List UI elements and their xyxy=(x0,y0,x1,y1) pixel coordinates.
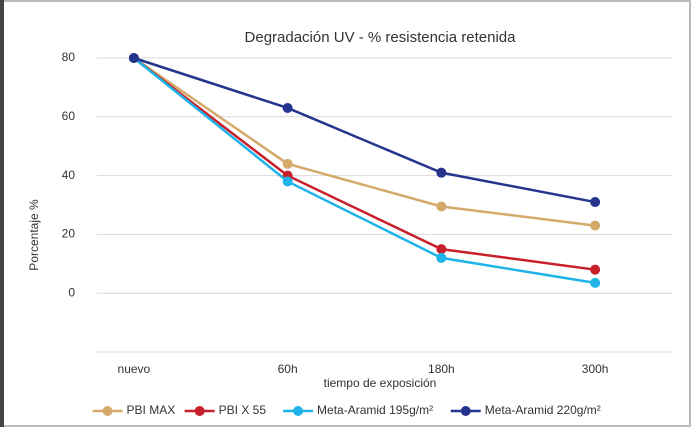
legend-marker xyxy=(194,406,205,416)
y-tick-label: 40 xyxy=(62,168,76,182)
y-tick-label: 0 xyxy=(68,285,75,299)
data-point xyxy=(436,252,447,263)
x-tick-label: 180h xyxy=(428,362,455,376)
chart-title: Degradación UV - % resistencia retenida xyxy=(245,29,517,46)
data-point xyxy=(436,167,447,178)
x-tick-label: 60h xyxy=(278,362,298,376)
legend-label: PBI X 55 xyxy=(219,403,267,417)
y-tick-label: 20 xyxy=(62,227,76,241)
legend-marker xyxy=(460,406,471,416)
frame-edge xyxy=(0,0,4,427)
data-point xyxy=(590,220,601,231)
data-point xyxy=(436,201,447,212)
legend-label: PBI MAX xyxy=(127,403,176,417)
series-line xyxy=(133,57,596,271)
data-point xyxy=(590,277,601,288)
x-axis-title: tiempo de exposición xyxy=(324,376,437,390)
legend-label: Meta-Aramid 195g/m² xyxy=(317,403,433,417)
y-tick-label: 60 xyxy=(62,109,76,123)
y-axis-title: Porcentaje % xyxy=(27,199,41,271)
legend-label: Meta-Aramid 220g/m² xyxy=(485,403,601,417)
series-line xyxy=(133,56,596,204)
x-tick-label: 300h xyxy=(582,362,609,376)
data-point xyxy=(436,244,447,255)
y-tick-label: 80 xyxy=(62,50,76,64)
data-point xyxy=(590,197,601,208)
x-tick-label: nuevo xyxy=(118,362,151,376)
data-point xyxy=(282,102,293,113)
series-line xyxy=(133,57,596,285)
data-point xyxy=(282,158,293,169)
data-point xyxy=(590,264,601,275)
data-point xyxy=(282,176,293,187)
legend-marker xyxy=(102,406,113,416)
series-line xyxy=(133,56,596,227)
data-point xyxy=(128,53,139,63)
legend: PBI MAX PBI X 55 Meta-Aramid 195g/m² Meta-A… xyxy=(92,403,601,417)
legend-marker xyxy=(293,406,304,416)
